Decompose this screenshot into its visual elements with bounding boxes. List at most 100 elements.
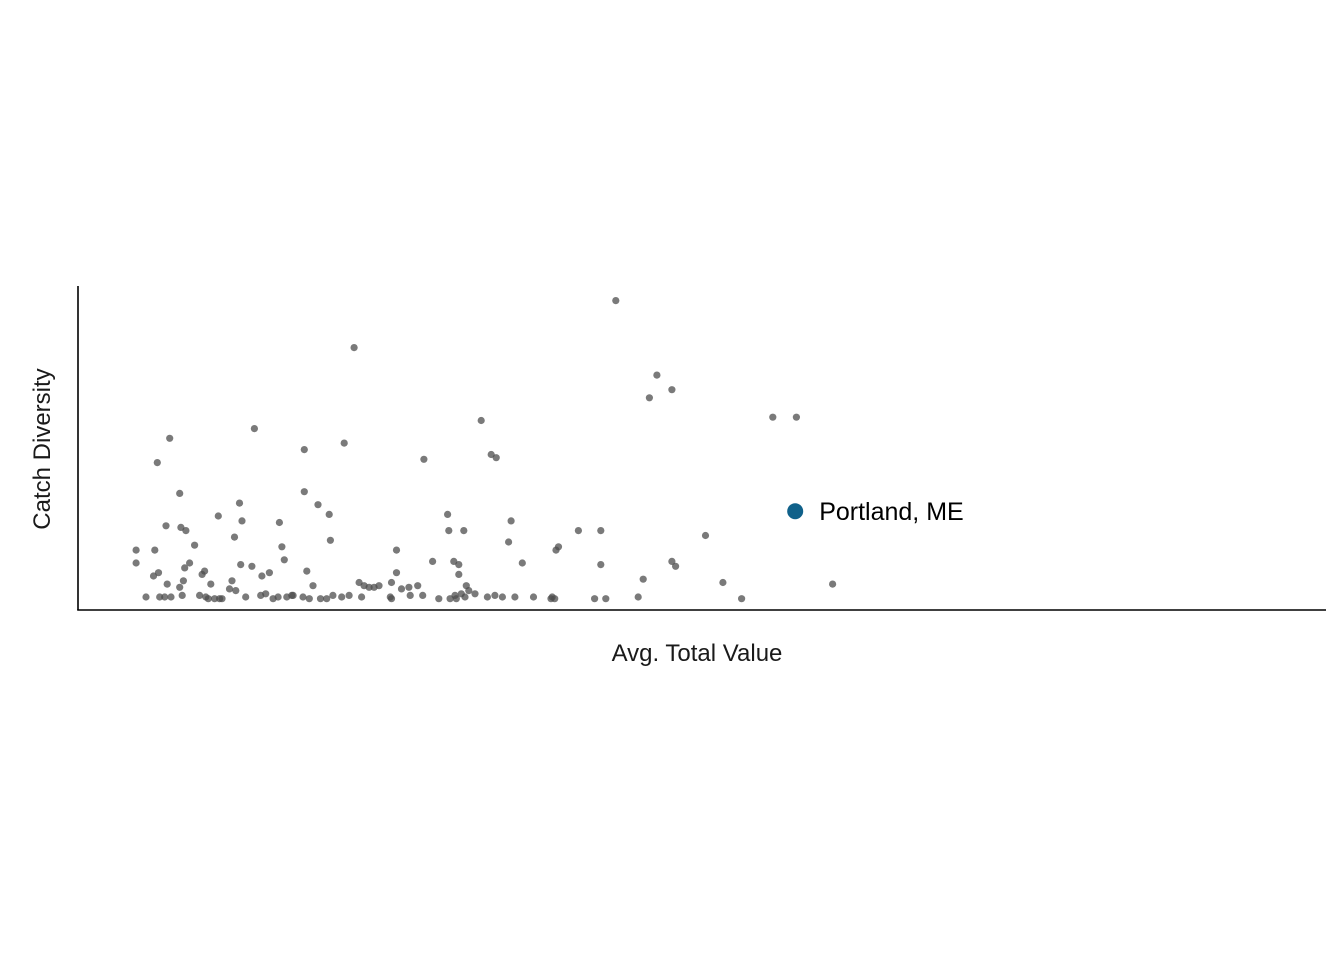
data-points <box>132 297 837 603</box>
data-point-32 <box>225 585 234 593</box>
y-axis-title: Catch Diversity <box>29 368 56 529</box>
data-point-106 <box>491 591 499 600</box>
data-point-104 <box>483 593 491 601</box>
data-point-34 <box>230 533 239 541</box>
data-point-48 <box>275 518 283 527</box>
data-point-5 <box>153 459 161 467</box>
data-point-89 <box>444 510 452 518</box>
data-point-45 <box>265 569 273 577</box>
data-point-11 <box>166 434 174 442</box>
data-point-134 <box>738 595 746 603</box>
data-point-118 <box>554 543 563 551</box>
highlighted-point-label: Portland, ME <box>819 498 964 526</box>
data-point-66 <box>338 593 346 601</box>
data-point-137 <box>829 580 837 588</box>
data-point-124 <box>612 297 620 305</box>
data-point-87 <box>429 557 437 566</box>
data-point-43 <box>258 572 266 580</box>
data-point-60 <box>314 501 322 509</box>
data-point-68 <box>345 591 353 600</box>
data-point-1 <box>132 559 140 567</box>
data-point-50 <box>280 556 288 564</box>
data-point-130 <box>668 557 676 566</box>
data-point-36 <box>235 499 244 507</box>
data-point-20 <box>186 559 194 567</box>
data-point-2 <box>142 593 150 601</box>
data-point-37 <box>237 561 245 569</box>
data-point-80 <box>392 569 401 577</box>
data-point-44 <box>262 590 270 598</box>
data-point-136 <box>792 413 801 421</box>
data-point-125 <box>634 593 642 601</box>
data-point-33 <box>228 577 236 585</box>
data-point-99 <box>461 593 469 601</box>
data-point-17 <box>179 577 187 585</box>
data-point-62 <box>323 595 331 603</box>
data-point-57 <box>303 567 311 575</box>
data-point-7 <box>156 593 164 601</box>
data-point-126 <box>639 575 647 583</box>
data-point-22 <box>196 591 204 600</box>
data-point-21 <box>191 541 199 549</box>
data-point-98 <box>460 527 468 535</box>
data-point-120 <box>591 595 599 603</box>
data-point-133 <box>719 578 727 587</box>
data-point-79 <box>392 546 401 554</box>
data-point-116 <box>551 595 559 603</box>
data-point-122 <box>597 527 605 535</box>
data-point-73 <box>365 583 373 591</box>
data-point-112 <box>518 559 526 567</box>
data-point-135 <box>769 413 777 421</box>
data-point-94 <box>452 595 460 603</box>
data-point-26 <box>204 595 212 603</box>
data-point-69 <box>350 344 358 352</box>
data-point-16 <box>178 591 186 600</box>
data-point-90 <box>445 527 453 535</box>
data-point-101 <box>465 587 473 595</box>
data-point-9 <box>162 522 170 530</box>
data-point-55 <box>300 488 308 496</box>
data-point-131 <box>672 562 680 570</box>
data-point-12 <box>167 593 175 601</box>
x-axis-title: Avg. Total Value <box>612 640 783 667</box>
data-point-107 <box>492 454 500 462</box>
data-point-67 <box>340 439 348 447</box>
data-point-28 <box>211 595 219 603</box>
data-point-88 <box>435 595 443 603</box>
data-point-86 <box>420 455 428 463</box>
data-point-38 <box>238 517 246 525</box>
data-point-0 <box>132 546 140 554</box>
data-point-121 <box>597 561 605 569</box>
data-point-8 <box>161 593 169 601</box>
data-point-24 <box>201 567 209 575</box>
data-point-119 <box>574 527 583 535</box>
data-point-111 <box>511 593 519 601</box>
data-point-83 <box>406 591 414 600</box>
data-point-65 <box>329 591 337 600</box>
data-point-81 <box>397 585 406 593</box>
data-point-85 <box>419 591 427 600</box>
data-point-84 <box>414 582 422 590</box>
data-point-58 <box>305 595 313 603</box>
data-point-96 <box>455 561 463 569</box>
data-point-6 <box>154 569 163 577</box>
data-point-75 <box>375 582 383 590</box>
data-point-47 <box>274 593 282 601</box>
data-point-53 <box>289 591 297 600</box>
data-point-61 <box>316 595 325 603</box>
data-point-102 <box>471 590 479 598</box>
data-point-103 <box>477 416 485 425</box>
data-point-13 <box>176 583 184 591</box>
data-point-113 <box>529 593 538 601</box>
data-point-49 <box>278 543 286 551</box>
data-point-19 <box>182 527 190 535</box>
data-point-54 <box>299 593 307 601</box>
data-point-56 <box>300 446 308 454</box>
data-point-27 <box>207 580 215 588</box>
data-point-77 <box>387 578 396 587</box>
data-point-39 <box>242 593 250 601</box>
data-point-71 <box>358 593 366 601</box>
data-point-29 <box>214 512 222 520</box>
data-point-40 <box>248 562 256 570</box>
data-point-59 <box>309 582 317 590</box>
